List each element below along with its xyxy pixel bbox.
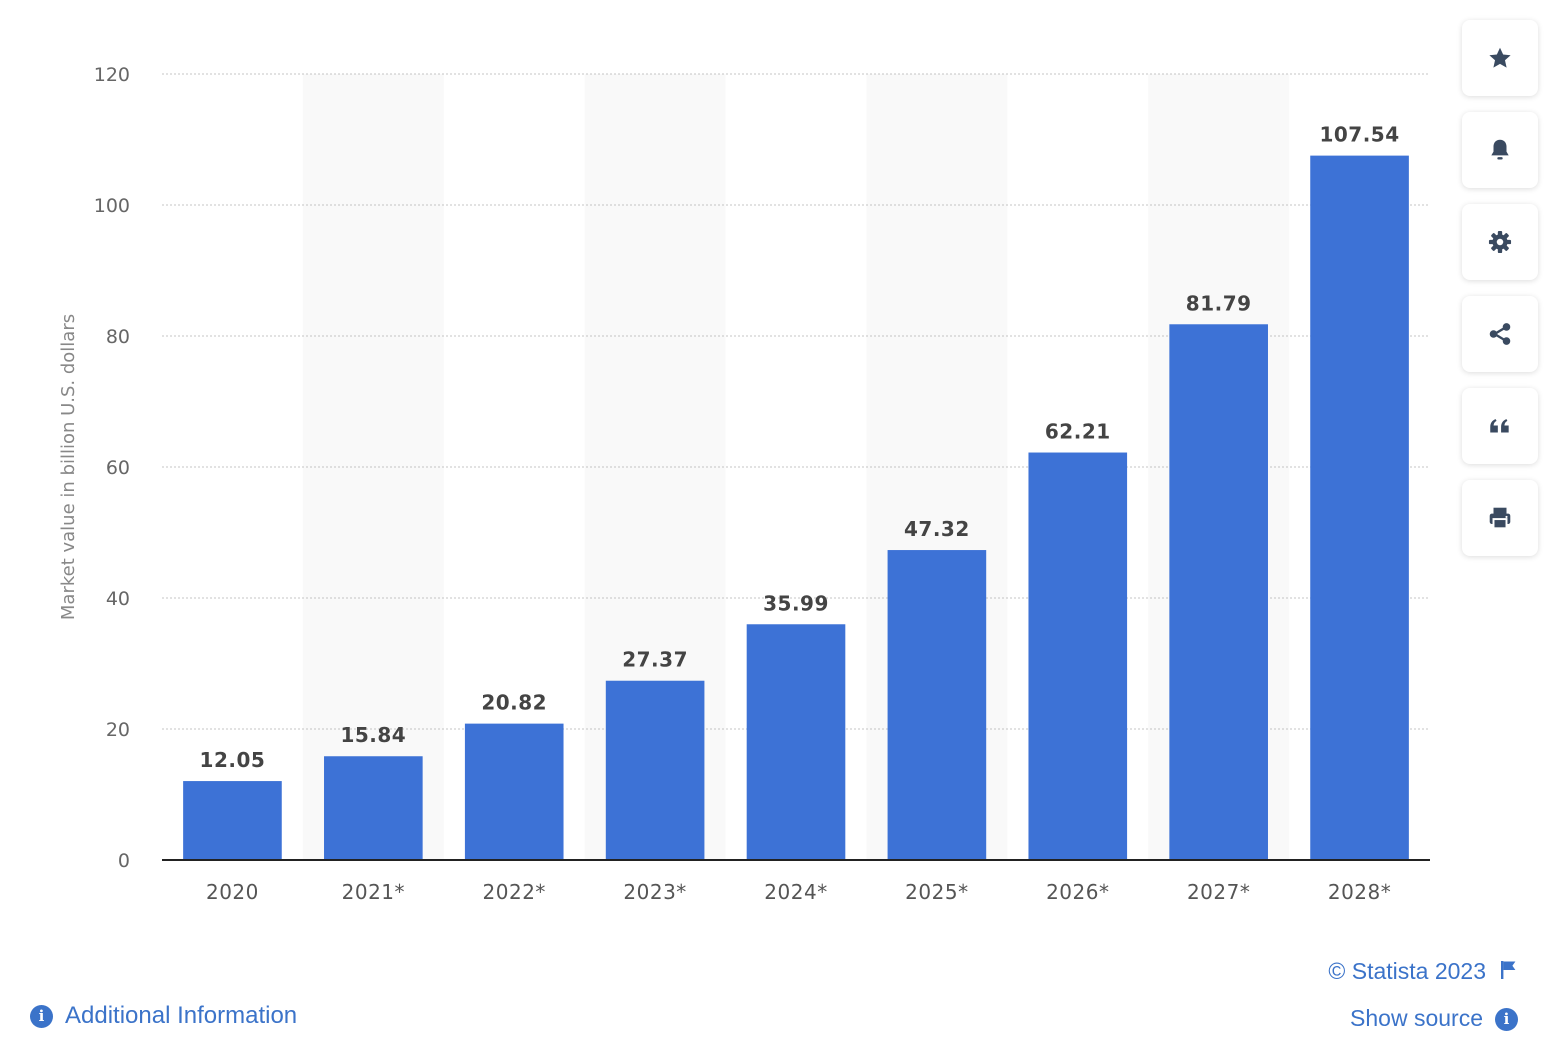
x-tick-label: 2020 <box>206 880 259 904</box>
x-tick-label: 2026* <box>1046 880 1109 904</box>
y-axis-label: Market value in billion U.S. dollars <box>58 314 79 620</box>
data-label: 27.37 <box>622 648 688 672</box>
star-icon <box>1489 47 1511 68</box>
quote-icon <box>1490 419 1509 433</box>
x-tick-label: 2021* <box>342 880 405 904</box>
bar[interactable] <box>183 781 282 860</box>
bars <box>183 155 1409 860</box>
y-tick-label: 120 <box>94 64 130 86</box>
cite-button[interactable] <box>1462 388 1538 464</box>
info-icon: i <box>1495 1007 1518 1031</box>
x-tick-label: 2022* <box>483 880 546 904</box>
print-button[interactable] <box>1462 480 1538 556</box>
bar[interactable] <box>1310 155 1409 860</box>
chart-toolbar <box>1462 20 1540 572</box>
favorite-button[interactable] <box>1462 20 1538 96</box>
copyright-text[interactable]: © Statista 2023 <box>1328 958 1486 984</box>
bar[interactable] <box>887 550 987 860</box>
show-source-link[interactable]: Show source i <box>1350 1005 1518 1032</box>
y-tick-label: 0 <box>118 850 130 872</box>
x-tick-label: 2028* <box>1328 880 1391 904</box>
bar[interactable] <box>1028 452 1128 860</box>
share-button[interactable] <box>1462 296 1538 372</box>
data-label: 81.79 <box>1186 291 1252 315</box>
flag-icon[interactable] <box>1500 960 1518 980</box>
bar[interactable] <box>1169 324 1268 860</box>
notification-button[interactable] <box>1462 112 1538 188</box>
y-tick-label: 40 <box>106 588 130 610</box>
gear-icon <box>1488 230 1512 254</box>
x-tick-label: 2023* <box>623 880 686 904</box>
y-axis-ticks: 0 20 40 60 80 100 120 <box>94 64 130 872</box>
y-tick-label: 100 <box>94 195 130 217</box>
x-tick-label: 2025* <box>905 880 968 904</box>
info-icon: i <box>30 1004 53 1028</box>
share-icon <box>1489 323 1511 345</box>
data-label: 62.21 <box>1045 420 1111 444</box>
bell-icon <box>1491 139 1509 160</box>
data-label: 12.05 <box>200 748 266 772</box>
bar[interactable] <box>464 723 564 860</box>
bar[interactable] <box>605 680 705 860</box>
additional-information-link[interactable]: i Additional Information <box>30 1002 297 1030</box>
bar[interactable] <box>324 756 423 860</box>
additional-information-text[interactable]: Additional Information <box>65 1002 298 1029</box>
x-tick-label: 2024* <box>764 880 827 904</box>
x-axis-labels: 2020 2021* 2022* 2023* 2024* 2025* 2026* 2027* 2… <box>206 880 1391 904</box>
print-icon <box>1489 507 1511 530</box>
y-tick-label: 60 <box>106 457 130 479</box>
data-label: 20.82 <box>481 691 547 715</box>
y-tick-label: 20 <box>106 719 130 741</box>
y-tick-label: 80 <box>106 326 130 348</box>
settings-button[interactable] <box>1462 204 1538 280</box>
data-labels: 12.05 15.84 20.82 27.37 35.99 47.32 62.21 81.79… <box>200 123 1400 772</box>
copyright-link[interactable]: © Statista 2023 <box>1328 958 1518 985</box>
data-label: 107.54 <box>1319 123 1399 147</box>
show-source-text[interactable]: Show source <box>1350 1005 1483 1031</box>
bar-chart: 0 20 40 60 80 100 120 12.05 15.84 20.82 27.37 35.9… <box>58 64 1430 904</box>
bar[interactable] <box>746 624 846 860</box>
data-label: 47.32 <box>904 517 970 541</box>
data-label: 35.99 <box>763 591 829 615</box>
x-tick-label: 2027* <box>1187 880 1250 904</box>
data-label: 15.84 <box>340 723 406 747</box>
